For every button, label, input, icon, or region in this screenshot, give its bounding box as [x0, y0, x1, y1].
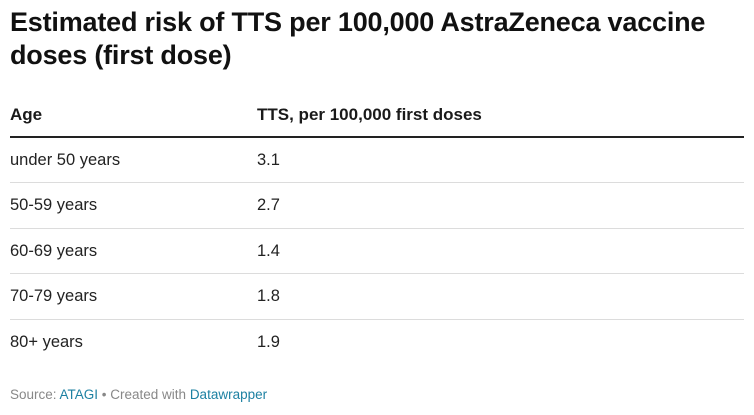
table-row: 50-59 years 2.7 — [10, 183, 744, 229]
column-header-age: Age — [10, 105, 43, 124]
footer-separator: • Created with — [98, 387, 190, 402]
chart-footer: Source: ATAGI • Created with Datawrapper — [10, 387, 267, 402]
table-row: 60-69 years 1.4 — [10, 229, 744, 275]
tts-value-cell: 2.7 — [257, 196, 280, 215]
table-row: under 50 years 3.1 — [10, 138, 744, 184]
table-row: 70-79 years 1.8 — [10, 274, 744, 320]
source-prefix: Source: — [10, 387, 60, 402]
table-row: 80+ years 1.9 — [10, 320, 744, 365]
datawrapper-link[interactable]: Datawrapper — [189, 387, 268, 402]
chart-title: Estimated risk of TTS per 100,000 AstraZ… — [10, 7, 706, 70]
tts-value-cell: 1.4 — [257, 241, 280, 260]
age-cell: 60-69 years — [10, 241, 98, 260]
column-header-tts: TTS, per 100,000 first doses — [257, 105, 482, 124]
source-link[interactable]: ATAGI — [59, 387, 99, 402]
tts-value-cell: 1.8 — [257, 287, 280, 306]
age-cell: under 50 years — [10, 151, 121, 169]
table-header: Age TTS, per 100,000 first doses — [10, 96, 744, 138]
tts-value-cell: 3.1 — [257, 151, 280, 169]
tts-value-cell: 1.9 — [257, 332, 280, 351]
age-cell: 70-79 years — [10, 287, 98, 306]
data-table: Age TTS, per 100,000 first doses under 5… — [10, 96, 744, 365]
age-cell: 50-59 years — [10, 196, 98, 215]
age-cell: 80+ years — [10, 332, 83, 351]
